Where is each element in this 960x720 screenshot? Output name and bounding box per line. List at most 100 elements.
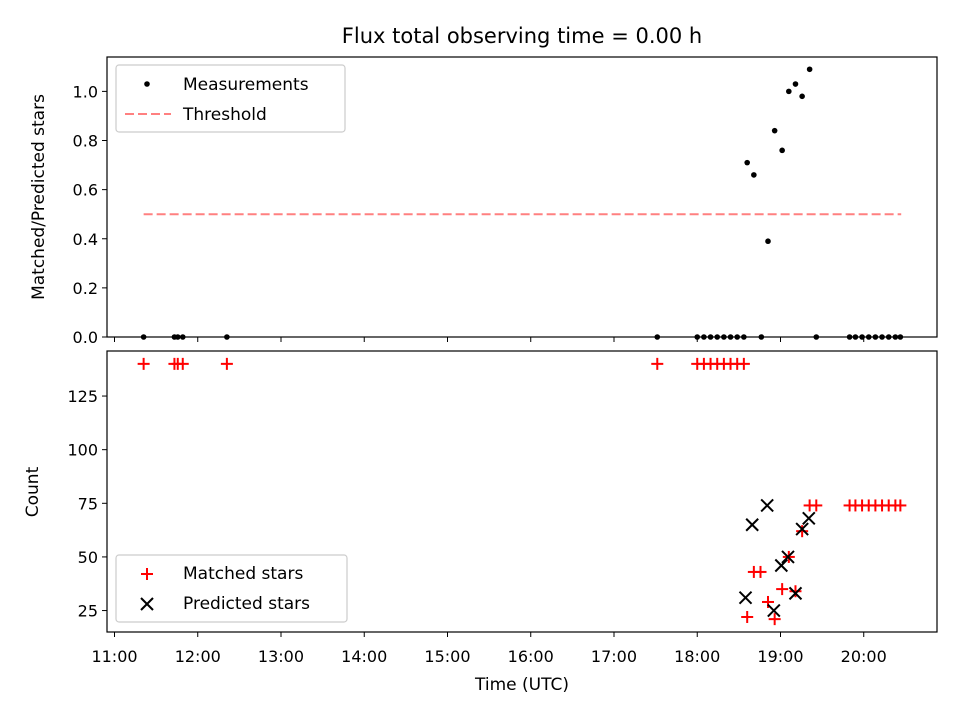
predicted-star-d2 [781,550,795,564]
predicted-star-point [760,498,774,513]
measurement-point [779,147,785,154]
measurement-point [846,334,853,340]
predicted-star-point [745,518,759,532]
legend-matched-marker [141,568,153,580]
measurement-point [885,334,892,340]
measurement-point [799,93,805,100]
legend-threshold-label: Threshold [182,105,267,125]
measurement-point [734,334,741,340]
predicted-star-d2 [767,603,781,618]
measurement-point [701,334,707,340]
measurement-point [806,66,813,73]
predicted-star-point [802,511,816,526]
measurement-point [765,238,771,245]
predicted-star-point [738,590,753,605]
x-tick-label: 19:00 [757,647,803,666]
x-tick-label: 14:00 [341,647,387,666]
matched-star-point [796,525,809,538]
x-tick-label: 20:00 [841,647,887,666]
y-tick-label: 100 [67,441,98,460]
measurement-point [852,334,859,340]
x-tick-label: 12:00 [175,647,221,666]
predicted-star-d2 [738,590,753,605]
legend-predicted-label: Predicted stars [183,594,310,614]
matched-star-point [651,357,664,370]
matched-star-point [137,357,150,370]
y-tick-label: 1.0 [73,82,98,101]
ratio-legend: Measurements Threshold [115,64,346,133]
measurement-point [872,334,879,340]
predicted-star-d2 [745,518,759,532]
measurement-point [179,334,186,340]
legend-matched-label: Matched stars [183,564,303,584]
measurement-point [714,334,721,340]
x-tick-label: 15:00 [424,647,470,666]
y-tick-label: 0.2 [73,279,98,298]
legend-measurements-label: Measurements [183,75,309,95]
ratio-y-axis-label: Matched/Predicted stars [29,94,49,300]
predicted-star-d2 [760,498,774,513]
matched-star-point [754,565,767,578]
matched-star-point [176,357,189,370]
count-legend-box [115,554,348,623]
y-tick-label: 25 [78,602,98,621]
matched-star-point [776,583,789,596]
y-tick-label: 50 [78,548,98,567]
predicted-star-point [781,550,795,564]
measurement-point [174,334,181,340]
x-axis-label: Time (UTC) [474,675,569,695]
ratio-panel: 0.0 0.2 0.4 0.6 0.8 1.0 Matched/Predicted sta… [29,56,938,347]
measurement-point [897,334,904,340]
measurement-point [892,334,899,340]
predicted-star-d2 [774,558,789,573]
matched-star-point [220,357,233,370]
matched-star-point [737,357,750,370]
measurement-point [741,334,747,340]
y-tick-label: 75 [78,494,98,513]
measurement-point [721,334,727,340]
measurement-point [786,88,792,95]
measurement-point [224,334,230,340]
predicted-star-point [788,586,803,601]
predicted-star-point [774,558,789,573]
x-tick-label: 16:00 [508,647,554,666]
y-tick-label: 0.4 [73,230,98,249]
measurement-point [758,334,765,340]
count-y-axis-label: Count [23,466,43,517]
measurement-point [792,81,799,87]
measurement-point [727,334,734,340]
x-tick-label: 13:00 [258,647,304,666]
measurement-point [707,334,714,340]
measurement-point [879,334,885,340]
matched-star-point [810,499,823,512]
measurement-point [744,159,750,166]
matched-star-point [741,610,754,623]
measurement-point [813,334,820,340]
matched-star-point [768,613,781,626]
matched-star-point [894,499,907,512]
x-tick-label: 11:00 [91,647,137,666]
predicted-star-d2 [802,511,816,526]
y-tick-label: 0.6 [73,181,98,200]
matched-star-point [789,585,802,598]
measurement-point [771,127,778,134]
measurement-point [751,172,757,178]
measurement-point [654,334,661,340]
predicted-star-point [767,603,781,618]
y-tick-label: 0.8 [73,132,98,151]
predicted-star-d2 [795,522,809,536]
y-tick-label: 0.0 [73,328,98,347]
legend-measurements-marker [144,81,150,87]
chart-title: Flux total observing time = 0.00 h [342,24,702,48]
y-tick-label: 125 [67,387,98,406]
predicted-star-point [795,522,809,536]
legend-predicted-marker [140,597,154,611]
count-legend: Matched stars Predicted stars [115,554,348,623]
x-tick-label: 17:00 [591,647,637,666]
measurement-point [140,334,147,340]
x-tick-label: 18:00 [674,647,720,666]
ratio-legend-box [115,64,346,133]
count-panel: 25 50 75 100 125 11:00 12:00 13:00 14:00 15:00 16… [23,350,938,695]
predicted-star-d2 [788,586,803,601]
